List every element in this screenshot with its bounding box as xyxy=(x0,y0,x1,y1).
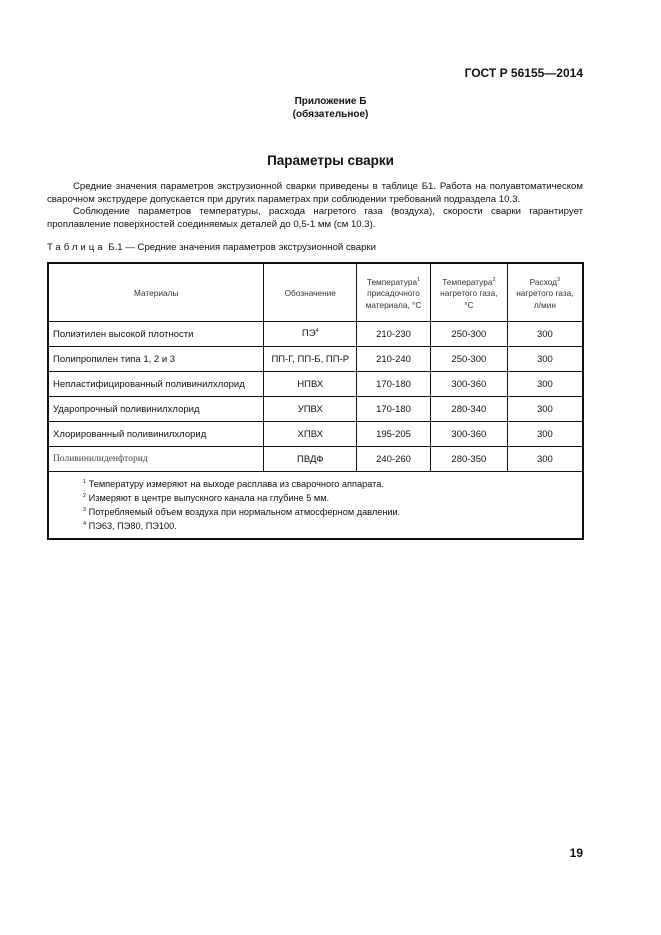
filler-temp-cell: 240-260 xyxy=(356,446,431,472)
gas-temp-cell: 300-360 xyxy=(429,371,508,397)
table-row: Полиэтилен высокой плотности ПЭ4 210-230 25… xyxy=(47,321,584,347)
filler-temp-cell: 195-205 xyxy=(356,421,431,447)
paragraph: Средние значения параметров экструзионно… xyxy=(47,181,583,205)
body-text: Средние значения параметров экструзионно… xyxy=(47,181,583,231)
gas-temp-cell: 280-340 xyxy=(429,396,508,422)
gas-flow-cell: 300 xyxy=(506,446,584,472)
gas-flow-cell: 300 xyxy=(506,321,584,347)
paragraph: Соблюдение параметров температуры, расхо… xyxy=(47,206,583,230)
filler-temp-cell: 170-180 xyxy=(356,371,431,397)
filler-temp-cell: 170-180 xyxy=(356,396,431,422)
footnotes-row: 1 Температуру измеряют на выходе расплав… xyxy=(47,471,584,540)
code-cell: ПВДФ xyxy=(263,446,358,472)
material-cell: Поливинилиденфторид xyxy=(47,446,265,472)
gas-flow-cell: 300 xyxy=(506,346,584,372)
code-cell: НПВХ xyxy=(263,371,358,397)
gas-temp-cell: 250-300 xyxy=(429,321,508,347)
gas-flow-cell: 300 xyxy=(506,421,584,447)
column-header: Температура2 нагретого газа, °С xyxy=(429,262,508,322)
section-title: Параметры сварки xyxy=(267,153,394,168)
column-header: Температура1 присадочного материала, °С xyxy=(356,262,431,322)
filler-temp-cell: 210-230 xyxy=(356,321,431,347)
code-cell: УПВХ xyxy=(263,396,358,422)
code-cell: ПЭ4 xyxy=(263,321,358,347)
footnotes: 1 Температуру измеряют на выходе расплав… xyxy=(47,471,584,540)
gas-flow-cell: 300 xyxy=(506,396,584,422)
code-cell: ХПВХ xyxy=(263,421,358,447)
footnote: 3 Потребляемый объем воздуха при нормаль… xyxy=(83,507,401,518)
footnote: 1 Температуру измеряют на выходе расплав… xyxy=(83,479,384,490)
table-row: Ударопрочный поливинилхлорид УПВХ 170-180 2… xyxy=(47,396,584,422)
gas-temp-cell: 300-360 xyxy=(429,421,508,447)
table-caption-label: Таблица xyxy=(47,242,106,253)
material-cell: Непластифицированный поливинилхлорид xyxy=(47,371,265,397)
filler-temp-cell: 210-240 xyxy=(356,346,431,372)
gas-flow-cell: 300 xyxy=(506,371,584,397)
footnote: 4 ПЭ63, ПЭ80, ПЭ100. xyxy=(83,521,177,532)
code-cell: ПП-Г, ПП-Б, ПП-Р xyxy=(263,346,358,372)
table-row: Хлорированный поливинилхлорид ХПВХ 195-205… xyxy=(47,421,584,447)
footnote: 2 Измеряют в центре выпускного канала на… xyxy=(83,493,330,504)
table-row: Поливинилиденфторид ПВДФ 240-260 280-350 300 xyxy=(47,446,584,472)
material-cell: Хлорированный поливинилхлорид xyxy=(47,421,265,447)
table-caption-text: Б.1 — Средние значения параметров экстру… xyxy=(108,242,376,253)
table-caption: Таблица Б.1 — Средние значения параметро… xyxy=(47,242,376,253)
column-header: Расход3 нагретого газа, л/мин xyxy=(506,262,584,322)
table-header-row: Материалы Обозначение Температура1 присадоч… xyxy=(47,262,584,322)
table-row: Полипропилен типа 1, 2 и 3 ПП-Г, ПП-Б, ПП… xyxy=(47,346,584,372)
appendix-title: Приложение Б xyxy=(294,96,367,107)
appendix-heading: Приложение Б (обязательное) xyxy=(0,95,661,121)
welding-parameters-table: Материалы Обозначение Температура1 присадоч… xyxy=(47,262,584,541)
page-number: 19 xyxy=(569,846,583,860)
material-cell: Ударопрочный поливинилхлорид xyxy=(47,396,265,422)
gas-temp-cell: 250-300 xyxy=(429,346,508,372)
table-row: Непластифицированный поливинилхлорид НПВХ… xyxy=(47,371,584,397)
column-header: Материалы xyxy=(47,262,265,322)
appendix-subtitle: (обязательное) xyxy=(292,109,369,120)
column-header: Обозначение xyxy=(263,262,358,322)
material-cell: Полипропилен типа 1, 2 и 3 xyxy=(47,346,265,372)
gas-temp-cell: 280-350 xyxy=(429,446,508,472)
material-cell: Полиэтилен высокой плотности xyxy=(47,321,265,347)
document-id: ГОСТ Р 56155—2014 xyxy=(464,66,583,80)
